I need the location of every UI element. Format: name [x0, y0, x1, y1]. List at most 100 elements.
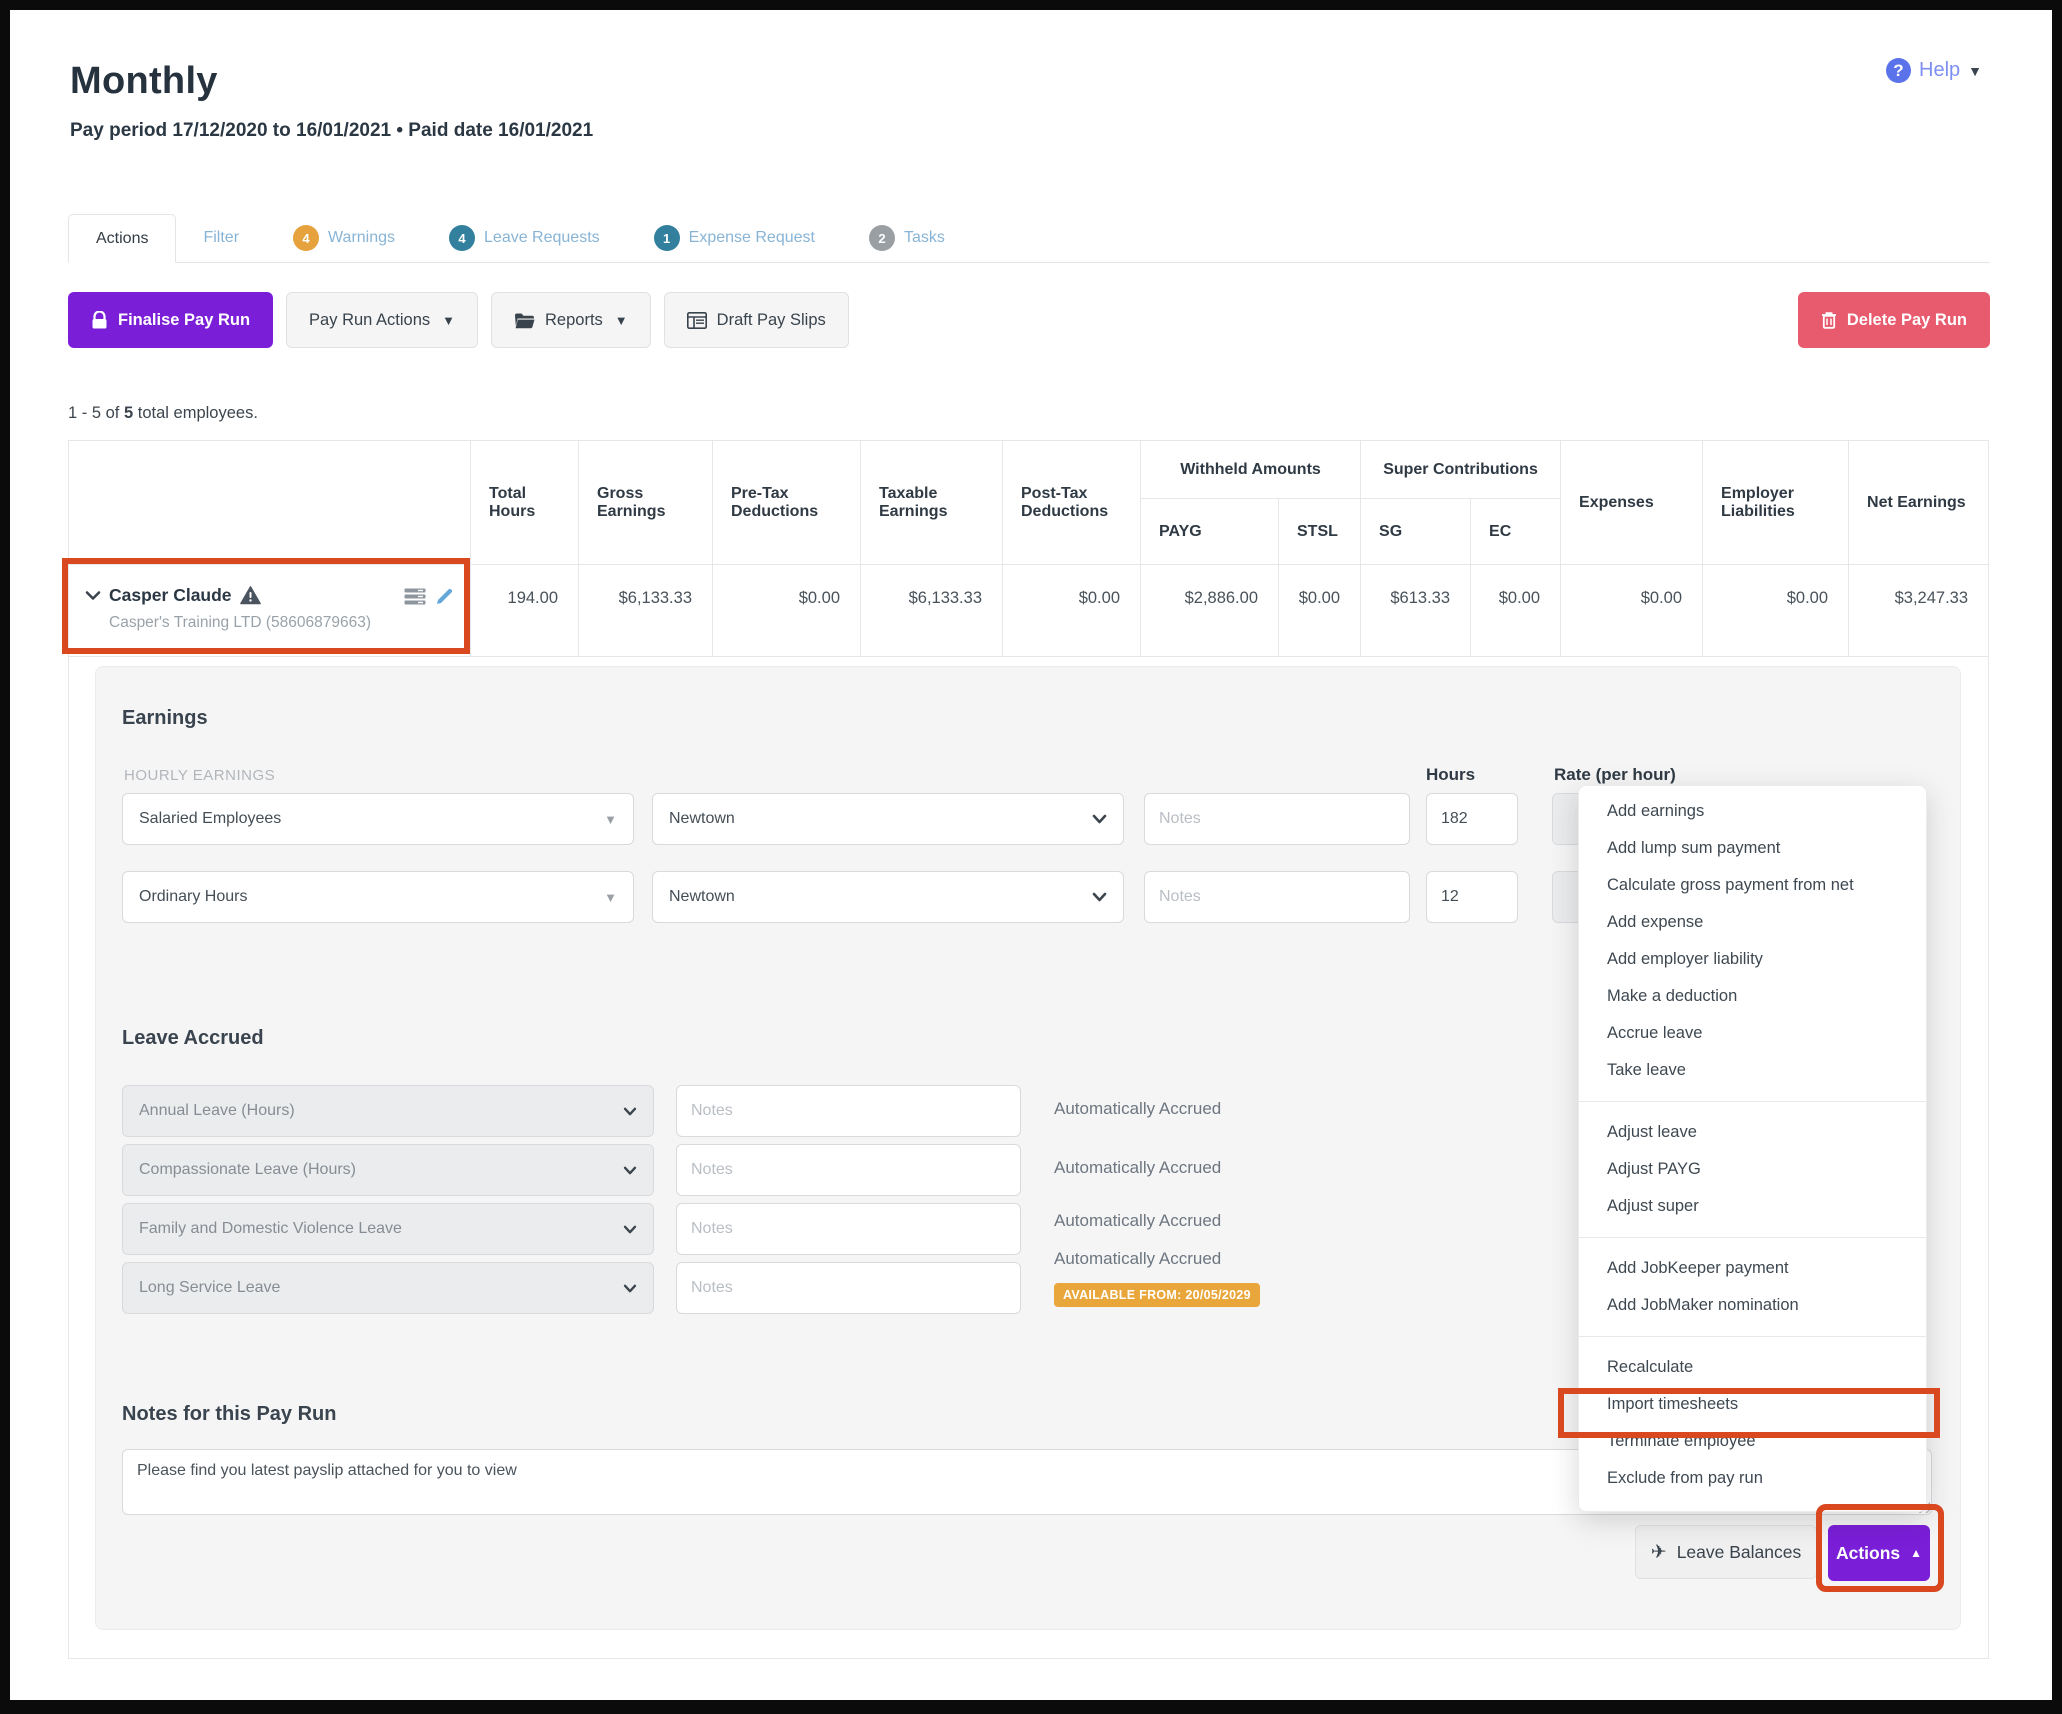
hours-input-1[interactable] [1426, 793, 1518, 845]
leave-type-select-2[interactable]: Compassionate Leave (Hours) [122, 1144, 654, 1196]
trash-icon [1821, 311, 1837, 329]
menu-item-add-jobmaker-nomination[interactable]: Add JobMaker nomination [1579, 1287, 1926, 1324]
employee-company: Casper's Training LTD (58606879663) [109, 614, 456, 632]
chevron-down-icon [623, 1107, 637, 1116]
menu-item-recalculate[interactable]: Recalculate [1579, 1349, 1926, 1386]
value-total-hours: 194.00 [471, 565, 579, 657]
leave-requests-count-badge: 4 [449, 225, 475, 251]
leave-type-select-1[interactable]: Annual Leave (Hours) [122, 1085, 654, 1137]
menu-item-import-timesheets[interactable]: Import timesheets [1579, 1386, 1926, 1423]
actions-label: Actions [1836, 1543, 1900, 1564]
leave-accrued-heading: Leave Accrued [122, 1027, 264, 1050]
menu-item-add-lump-sum-payment[interactable]: Add lump sum payment [1579, 830, 1926, 867]
tab-actions[interactable]: Actions [68, 214, 176, 263]
chevron-down-icon[interactable] [85, 590, 101, 601]
help-label: Help [1919, 59, 1960, 82]
menu-item-adjust-super[interactable]: Adjust super [1579, 1188, 1926, 1225]
menu-item-make-a-deduction[interactable]: Make a deduction [1579, 978, 1926, 1015]
notes-input-leave-1[interactable] [676, 1085, 1021, 1137]
hourly-earnings-label: HOURLY EARNINGS [124, 767, 275, 784]
tab-tasks[interactable]: 2 Tasks [842, 214, 972, 262]
menu-item-add-expense[interactable]: Add expense [1579, 904, 1926, 941]
value-net-earnings: $3,247.33 [1849, 565, 1989, 657]
menu-item-adjust-leave[interactable]: Adjust leave [1579, 1114, 1926, 1151]
reports-button[interactable]: Reports ▼ [491, 292, 651, 348]
notes-input-earning-2[interactable] [1144, 871, 1410, 923]
leave-type-select-4[interactable]: Long Service Leave [122, 1262, 654, 1314]
tab-bar: Actions Filter 4 Warnings 4 Leave Reques… [68, 214, 1990, 263]
available-from-badge: AVAILABLE FROM: 20/05/2029 [1054, 1283, 1260, 1307]
reports-label: Reports [545, 311, 603, 330]
menu-item-adjust-payg[interactable]: Adjust PAYG [1579, 1151, 1926, 1188]
menu-item-calculate-gross-payment-from-net[interactable]: Calculate gross payment from net [1579, 867, 1926, 904]
leave-status-3: Automatically Accrued [1054, 1211, 1221, 1231]
menu-divider [1579, 1336, 1926, 1337]
notes-input-leave-3[interactable] [676, 1203, 1021, 1255]
tab-warnings[interactable]: 4 Warnings [266, 214, 422, 262]
pay-rates-icon[interactable] [404, 588, 426, 605]
screenshot-frame: Monthly Pay period 17/12/2020 to 16/01/2… [0, 0, 2062, 1714]
col-employer-liabilities: Employer Liabilities [1703, 441, 1849, 565]
finalise-pay-run-button[interactable]: Finalise Pay Run [68, 292, 273, 348]
notes-input-leave-2[interactable] [676, 1144, 1021, 1196]
tab-expense-request[interactable]: 1 Expense Request [627, 214, 842, 262]
help-question-icon: ? [1886, 58, 1911, 83]
draft-pay-slips-label: Draft Pay Slips [717, 311, 826, 330]
earning-type-value-1: Salaried Employees [139, 810, 281, 828]
chevron-down-icon: ▼ [604, 890, 617, 905]
col-stsl: STSL [1279, 499, 1361, 565]
earning-type-select-2[interactable]: Ordinary Hours ▼ [122, 871, 634, 923]
summary-count: 5 [124, 404, 133, 422]
help-dropdown[interactable]: ? Help ▼ [1886, 58, 1982, 83]
employee-cell[interactable]: Casper Claude Casper's Training LTD (586… [69, 565, 471, 657]
col-ec: EC [1471, 499, 1561, 565]
rate-column-label: Rate (per hour) [1554, 765, 1676, 785]
col-total-hours: Total Hours [471, 441, 579, 565]
summary-suffix: total employees. [138, 404, 258, 422]
hours-input-2[interactable] [1426, 871, 1518, 923]
employee-row: Casper Claude Casper's Training LTD (586… [69, 565, 1989, 657]
menu-group-3: Add JobKeeper payment Add JobMaker nomin… [1579, 1250, 1926, 1324]
leave-type-select-3[interactable]: Family and Domestic Violence Leave [122, 1203, 654, 1255]
chevron-down-icon: ▼ [442, 313, 455, 328]
menu-item-add-earnings[interactable]: Add earnings [1579, 793, 1926, 830]
menu-item-take-leave[interactable]: Take leave [1579, 1052, 1926, 1089]
notes-input-earning-1[interactable] [1144, 793, 1410, 845]
delete-pay-run-button[interactable]: Delete Pay Run [1798, 292, 1990, 348]
col-expenses: Expenses [1561, 441, 1703, 565]
actions-button[interactable]: Actions ▲ [1828, 1525, 1930, 1581]
tab-warnings-label: Warnings [328, 229, 395, 247]
leave-balances-label: Leave Balances [1677, 1542, 1802, 1563]
chevron-down-icon [1092, 814, 1107, 824]
location-select-2[interactable]: Newtown [652, 871, 1124, 923]
chevron-down-icon [623, 1166, 637, 1175]
menu-item-terminate-employee[interactable]: Terminate employee [1579, 1423, 1926, 1460]
value-pretax-deductions: $0.00 [713, 565, 861, 657]
group-withheld-amounts: Withheld Amounts [1141, 441, 1361, 499]
pay-run-actions-button[interactable]: Pay Run Actions ▼ [286, 292, 478, 348]
tab-leave-requests[interactable]: 4 Leave Requests [422, 214, 627, 262]
menu-item-accrue-leave[interactable]: Accrue leave [1579, 1015, 1926, 1052]
edit-pencil-icon[interactable] [435, 587, 454, 606]
chevron-down-icon [623, 1284, 637, 1293]
tab-filter-label: Filter [203, 229, 239, 247]
chevron-down-icon: ▼ [604, 812, 617, 827]
folder-icon [514, 312, 535, 329]
tasks-count-badge: 2 [869, 225, 895, 251]
menu-group-2: Adjust leave Adjust PAYG Adjust super [1579, 1114, 1926, 1225]
leave-type-value-1: Annual Leave (Hours) [139, 1102, 295, 1120]
menu-item-add-employer-liability[interactable]: Add employer liability [1579, 941, 1926, 978]
lock-icon [91, 311, 108, 330]
chevron-down-icon [623, 1225, 637, 1234]
notes-input-leave-4[interactable] [676, 1262, 1021, 1314]
earning-type-select-1[interactable]: Salaried Employees ▼ [122, 793, 634, 845]
draft-pay-slips-button[interactable]: Draft Pay Slips [664, 292, 849, 348]
menu-item-exclude-from-pay-run[interactable]: Exclude from pay run [1579, 1460, 1926, 1497]
employee-name[interactable]: Casper Claude [109, 585, 232, 606]
tab-filter[interactable]: Filter [176, 214, 266, 262]
menu-item-add-jobkeeper-payment[interactable]: Add JobKeeper payment [1579, 1250, 1926, 1287]
menu-divider [1579, 1101, 1926, 1102]
tab-tasks-label: Tasks [904, 229, 945, 247]
location-select-1[interactable]: Newtown [652, 793, 1124, 845]
leave-balances-button[interactable]: ✈ Leave Balances [1635, 1525, 1817, 1579]
